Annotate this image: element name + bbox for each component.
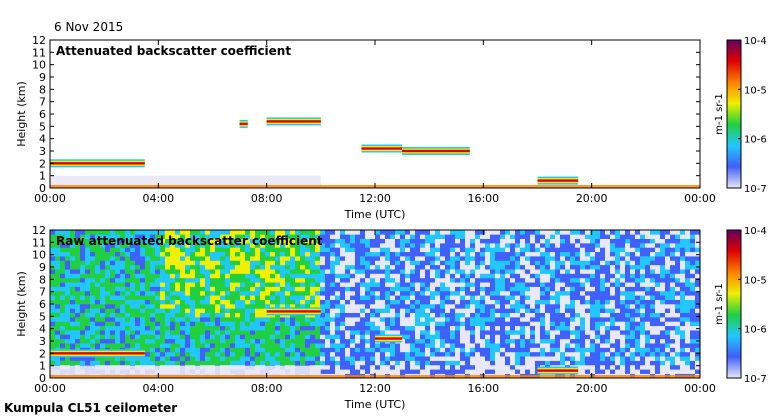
- colorbar: [726, 229, 742, 379]
- cloud-layer: [537, 366, 579, 375]
- y-tick-label: 7: [39, 286, 46, 299]
- cloud-layer: [361, 144, 403, 153]
- y-tick-label: 12: [32, 224, 46, 237]
- y-tick-label: 12: [32, 34, 46, 47]
- y-tick-label: 11: [32, 46, 46, 59]
- raw-noise-field: [50, 230, 701, 379]
- x-tick-label: 00:00: [684, 192, 716, 205]
- y-tick-label: 5: [39, 120, 46, 133]
- x-tick-label: 12:00: [359, 192, 391, 205]
- y-tick-label: 6: [39, 298, 46, 311]
- y-tick-label: 1: [39, 170, 46, 183]
- y-tick-label: 1: [39, 360, 46, 373]
- x-tick-label: 00:00: [34, 192, 66, 205]
- y-tick-label: 7: [39, 96, 46, 109]
- colorbar: [726, 39, 742, 189]
- y-tick-label: 4: [39, 323, 46, 336]
- y-axis-label: Height (km): [15, 81, 28, 147]
- y-tick-label: 6: [39, 108, 46, 121]
- x-tick-label: 20:00: [576, 382, 608, 395]
- x-tick-label: 08:00: [251, 382, 283, 395]
- cloud-layer: [266, 307, 321, 316]
- plot-background: [50, 40, 700, 188]
- y-tick-label: 10: [32, 59, 46, 72]
- y-tick-label: 2: [39, 157, 46, 170]
- colorbar-tick-label: 10-6: [744, 135, 767, 146]
- x-axis-label: Time (UTC): [344, 208, 406, 221]
- colorbar-tick-label: 10-7: [744, 184, 767, 195]
- heatmap-panel-1: [49, 39, 742, 189]
- x-tick-label: 08:00: [251, 192, 283, 205]
- y-tick-label: 0: [39, 182, 46, 195]
- y-tick-label: 3: [39, 145, 46, 158]
- y-tick-label: 0: [39, 372, 46, 385]
- cloud-layer: [266, 117, 321, 126]
- x-tick-label: 16:00: [467, 382, 499, 395]
- instrument-label: Kumpula CL51 ceilometer: [4, 401, 178, 415]
- boundary-layer: [50, 175, 321, 188]
- cloud-layer: [50, 159, 145, 168]
- x-tick-label: 16:00: [467, 192, 499, 205]
- heatmap-panel-2: [49, 229, 742, 379]
- y-tick-label: 8: [39, 273, 46, 286]
- y-tick-label: 8: [39, 83, 46, 96]
- x-tick-label: 20:00: [576, 192, 608, 205]
- colorbar-unit: m-1 sr-1: [714, 93, 725, 135]
- boundary-layer: [50, 365, 321, 378]
- colorbar-tick-label: 10-4: [744, 226, 767, 237]
- x-tick-label: 04:00: [142, 382, 174, 395]
- panel-title: Raw attenuated backscatter coefficient: [56, 234, 323, 248]
- panel-title: Attenuated backscatter coefficient: [56, 44, 291, 58]
- cloud-layer: [50, 349, 145, 358]
- y-tick-label: 9: [39, 71, 46, 84]
- cloud-layer: [375, 334, 403, 343]
- cloud-layer: [402, 147, 470, 155]
- colorbar-unit: m-1 sr-1: [714, 283, 725, 325]
- x-tick-label: 00:00: [684, 382, 716, 395]
- y-tick-label: 10: [32, 249, 46, 262]
- cloud-layer: [537, 176, 579, 185]
- y-tick-label: 11: [32, 236, 46, 249]
- x-tick-label: 00:00: [34, 382, 66, 395]
- colorbar-tick-label: 10-5: [744, 275, 767, 286]
- y-tick-label: 9: [39, 261, 46, 274]
- colorbar-tick-label: 10-6: [744, 325, 767, 336]
- y-tick-label: 3: [39, 335, 46, 348]
- cloud-layer: [239, 119, 248, 128]
- x-tick-label: 12:00: [359, 382, 391, 395]
- colorbar-tick-label: 10-7: [744, 374, 767, 385]
- x-tick-label: 04:00: [142, 192, 174, 205]
- y-tick-label: 4: [39, 133, 46, 146]
- y-tick-label: 2: [39, 347, 46, 360]
- colorbar-tick-label: 10-5: [744, 85, 767, 96]
- colorbar-tick-label: 10-4: [744, 36, 767, 47]
- date-label: 6 Nov 2015: [54, 20, 124, 34]
- x-axis-label: Time (UTC): [344, 398, 406, 411]
- y-axis-label: Height (km): [15, 271, 28, 337]
- y-tick-label: 5: [39, 310, 46, 323]
